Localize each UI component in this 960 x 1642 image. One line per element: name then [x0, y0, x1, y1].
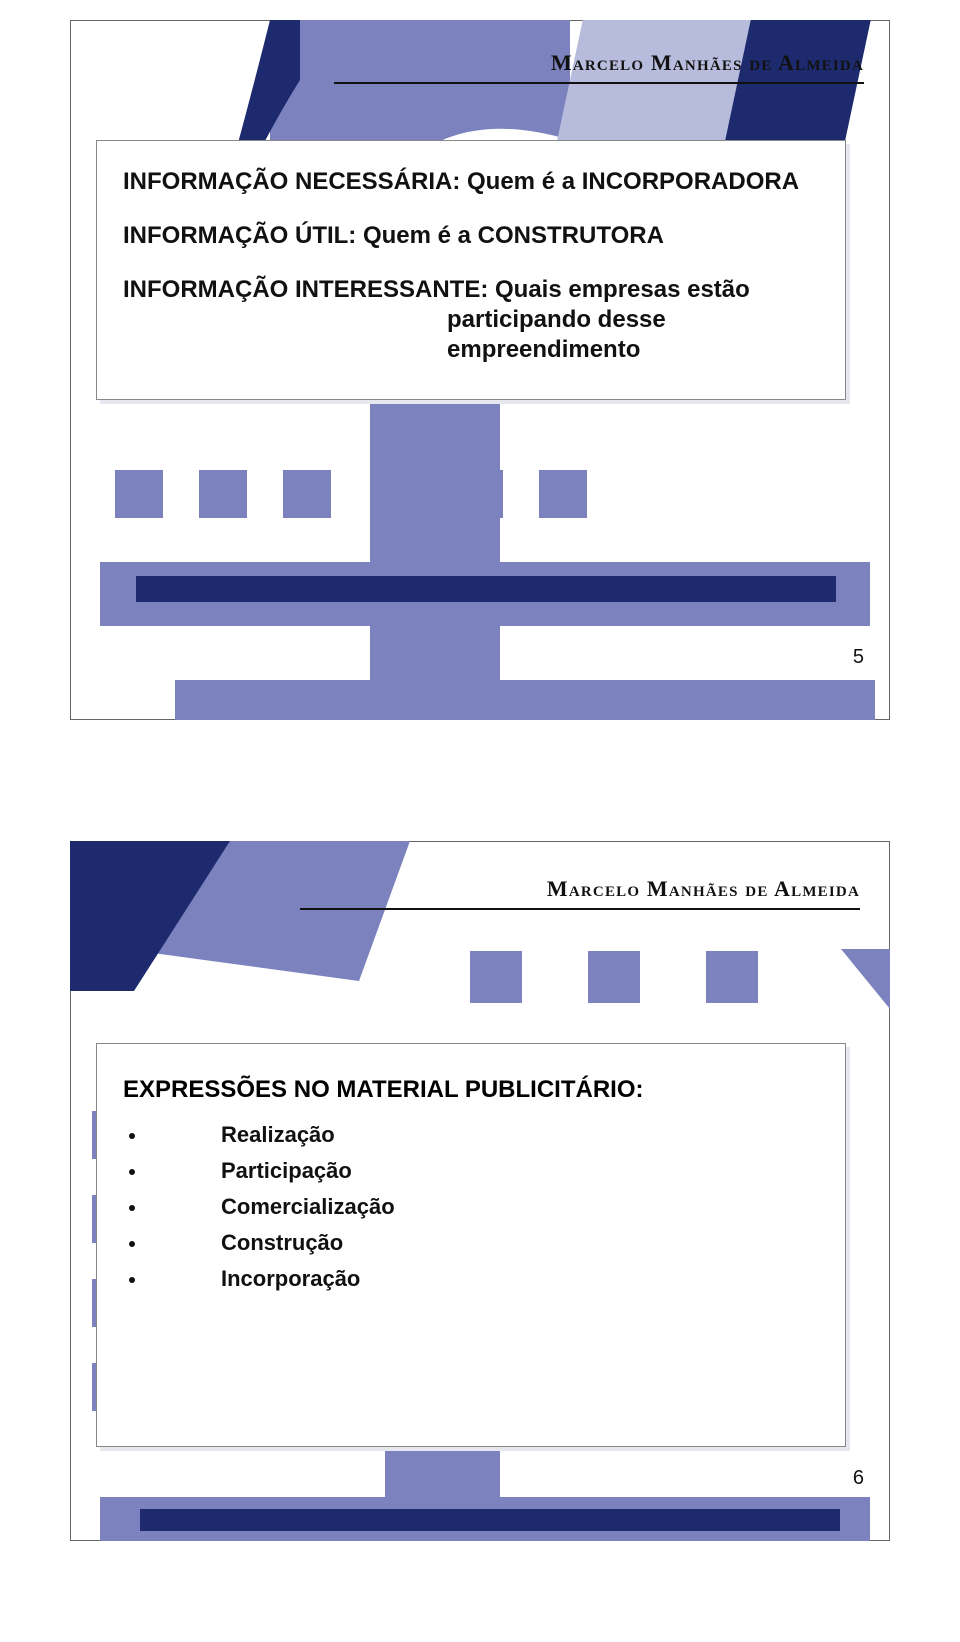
bullet-label: Participação: [221, 1158, 352, 1184]
slide-1: Marcelo Manhães de Almeida INFORMAÇÃO NE…: [0, 0, 960, 821]
expressoes-heading: EXPRESSÕES NO MATERIAL PUBLICITÁRIO:: [123, 1076, 819, 1104]
list-item: Incorporação: [123, 1266, 819, 1292]
info-interessante-l1: INFORMAÇÃO INTERESSANTE: Quais empresas …: [123, 275, 819, 305]
bullet-dot-icon: [129, 1133, 135, 1139]
bullet-dot-icon: [129, 1241, 135, 1247]
bullet-label: Construção: [221, 1230, 343, 1256]
info-interessante-l2: participando desse: [447, 305, 819, 335]
info-util: INFORMAÇÃO ÚTIL: Quem é a CONSTRUTORA: [123, 221, 819, 251]
info-interessante-l3: empreendimento: [447, 335, 819, 365]
info-necessaria: INFORMAÇÃO NECESSÁRIA: Quem é a INCORPOR…: [123, 167, 819, 197]
author-underline: [334, 82, 864, 84]
bg-shape: [175, 680, 875, 720]
author-name: Marcelo Manhães de Almeida: [300, 876, 860, 902]
bullet-dot-icon: [129, 1169, 135, 1175]
page-number: 6: [853, 1467, 864, 1490]
bullet-dot-icon: [129, 1277, 135, 1283]
page-number: 5: [853, 646, 864, 669]
list-item: Comercialização: [123, 1194, 819, 1220]
list-item: Realização: [123, 1122, 819, 1148]
bg-shape-row: [115, 470, 623, 518]
slide-header: Marcelo Manhães de Almeida: [300, 876, 860, 910]
bg-shape-row: [470, 951, 824, 1008]
slide-header: Marcelo Manhães de Almeida: [334, 50, 864, 84]
slide-2: Marcelo Manhães de Almeida EXPRESSÕES NO…: [0, 821, 960, 1642]
slide-2-content-box: EXPRESSÕES NO MATERIAL PUBLICITÁRIO: Rea…: [96, 1043, 846, 1447]
author-name: Marcelo Manhães de Almeida: [334, 50, 864, 76]
bullet-label: Comercialização: [221, 1194, 395, 1220]
bullet-label: Realização: [221, 1122, 335, 1148]
list-item: Construção: [123, 1230, 819, 1256]
list-item: Participação: [123, 1158, 819, 1184]
slide-1-content-box: INFORMAÇÃO NECESSÁRIA: Quem é a INCORPOR…: [96, 140, 846, 400]
author-underline: [300, 908, 860, 910]
bullet-label: Incorporação: [221, 1266, 360, 1292]
expressoes-bullets: Realização Participação Comercialização …: [123, 1122, 819, 1292]
bullet-dot-icon: [129, 1205, 135, 1211]
bg-shape: [136, 576, 836, 602]
bg-shape: [140, 1509, 840, 1531]
